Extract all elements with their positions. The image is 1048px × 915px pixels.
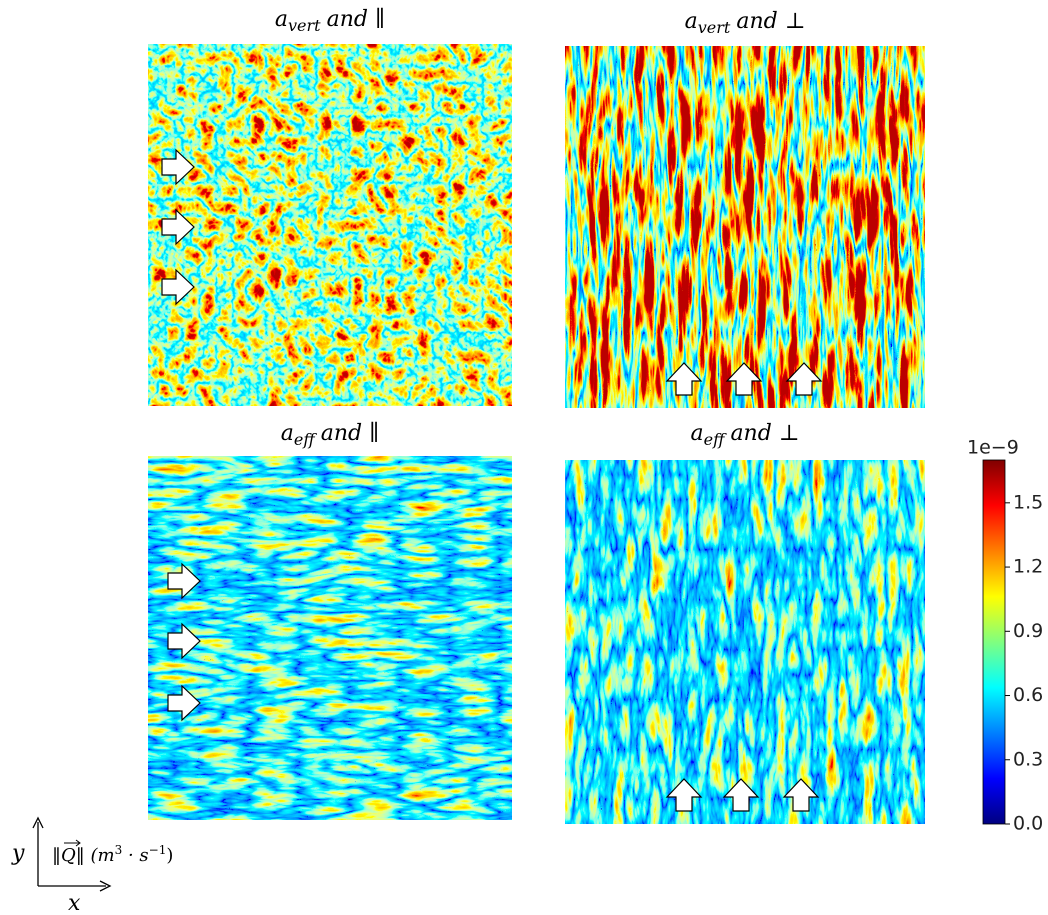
symbol: a (275, 7, 288, 32)
panel-title: aeff and ⊥ (691, 421, 800, 449)
panel-title: avert and ⊥ (685, 9, 806, 37)
axis-indicator (32, 816, 112, 892)
heatmap (565, 460, 925, 824)
title-text: and ⊥ (736, 9, 805, 34)
title-text: and ∥ (327, 7, 386, 32)
colorbar-tick-label: 0.9 (1013, 620, 1043, 642)
title-text: and ⊥ (730, 421, 799, 446)
unit: ) (166, 845, 173, 866)
subscript: eff (294, 430, 317, 449)
title-text: and ∥ (321, 421, 380, 446)
colorbar-tick-label: 1.5 (1013, 491, 1043, 513)
symbol: a (691, 421, 704, 446)
axis-x-label: x (68, 891, 81, 915)
colorbar (982, 459, 1006, 825)
subscript: vert (288, 16, 321, 35)
vector-arrow (64, 839, 81, 847)
unit: 3 (115, 843, 123, 857)
panel-title: avert and ∥ (275, 7, 385, 35)
symbol: a (281, 421, 294, 446)
heatmap (148, 44, 512, 406)
unit: (m (91, 845, 115, 866)
quantity-label: ‖Q‖ (m3 · s−1) (52, 843, 173, 866)
colorbar-tick-label: 0.6 (1013, 684, 1043, 706)
subscript: eff (704, 430, 727, 449)
symbol: a (685, 9, 698, 34)
colorbar-tick-label: 0.3 (1013, 748, 1043, 770)
quantity: Q (61, 845, 76, 866)
colorbar-tick-label: 1.2 (1013, 556, 1043, 578)
colorbar-exponent: 1e−9 (967, 437, 1019, 459)
panel-title: aeff and ∥ (281, 421, 379, 449)
subscript: vert (698, 18, 731, 37)
heatmap (148, 456, 512, 820)
heatmap (565, 46, 925, 408)
axis-y-label: y (11, 841, 25, 866)
colorbar-ticks: 0.0 0.3 0.6 0.9 1.2 1.5 (1005, 491, 1043, 835)
unit: −1 (149, 843, 167, 857)
colorbar-tick-label: 0.0 (1013, 813, 1043, 835)
unit: · s (122, 845, 148, 866)
